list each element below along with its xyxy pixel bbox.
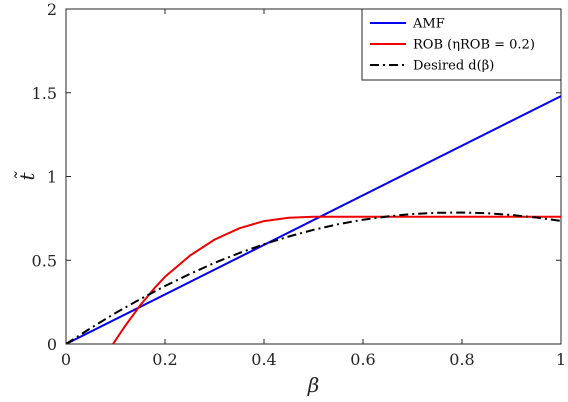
- x-tick-label: 1: [556, 350, 566, 369]
- legend: AMF ROB (ηROB = 0.2) Desired d(β): [361, 8, 562, 81]
- y-tick-label: 1.5: [32, 84, 57, 103]
- y-tick-label: 2: [47, 0, 57, 19]
- x-axis-label: β: [307, 373, 320, 397]
- axis-ticks: 0 0.2 0.4 0.6 0.8 1 0 0.5 1 1.5 2: [32, 0, 567, 369]
- y-tick-label: 0.5: [32, 251, 57, 270]
- y-axis-label: t̃: [13, 171, 39, 181]
- legend-label-0: AMF: [412, 17, 445, 32]
- x-tick-label: 0.6: [350, 350, 375, 369]
- x-tick-label: 0: [61, 350, 71, 369]
- x-tick-label: 0.8: [449, 350, 474, 369]
- legend-box: [361, 8, 562, 81]
- y-tick-label: 0: [47, 335, 57, 354]
- series-line-2: [66, 211, 561, 344]
- legend-label-2: Desired d(β): [413, 59, 494, 74]
- y-tick-label: 1: [47, 168, 57, 187]
- legend-label-1: ROB (ηROB = 0.2): [413, 38, 535, 53]
- series-line-0: [66, 95, 561, 344]
- series-layer: [66, 95, 561, 344]
- x-tick-label: 0.2: [152, 350, 177, 369]
- x-tick-label: 0.4: [251, 350, 276, 369]
